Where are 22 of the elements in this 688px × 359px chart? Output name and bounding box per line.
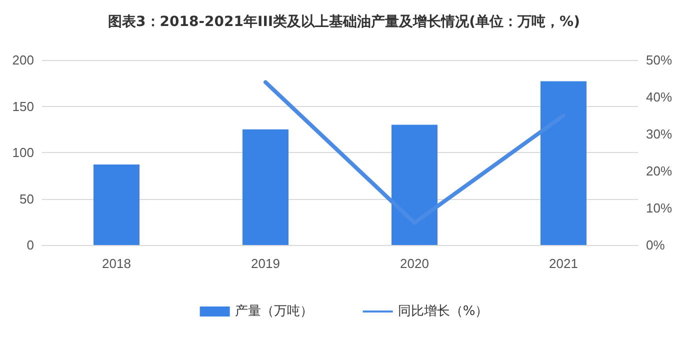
x-tick-label: 2019 xyxy=(251,256,280,271)
y-tick-label: 100 xyxy=(12,145,34,160)
y2-tick-label: 30% xyxy=(646,126,672,142)
y2-tick-label: 0% xyxy=(646,238,666,252)
y2-tick-label: 20% xyxy=(646,164,672,178)
bar xyxy=(540,81,586,245)
bar xyxy=(392,124,438,245)
x-tick-label: 2021 xyxy=(549,256,578,271)
legend-label: 同比增长（%） xyxy=(398,304,488,319)
legend-label: 产量（万吨） xyxy=(234,304,313,319)
y-tick-label: 50 xyxy=(20,191,34,206)
y-tick-label: 150 xyxy=(12,98,34,114)
y-tick-label: 0 xyxy=(26,238,34,252)
y2-tick-label: 50% xyxy=(646,52,672,68)
x-tick-label: 2020 xyxy=(400,256,429,271)
bar xyxy=(94,164,140,245)
x-tick-label: 2018 xyxy=(102,256,131,271)
y2-tick-label: 40% xyxy=(646,90,672,104)
y-tick-label: 200 xyxy=(12,52,34,68)
y2-tick-label: 10% xyxy=(646,200,672,216)
bar xyxy=(242,129,288,245)
chart-title: 图表3：2018-2021年III类及以上基础油产量及增长情况(单位：万吨，%) xyxy=(108,13,580,30)
